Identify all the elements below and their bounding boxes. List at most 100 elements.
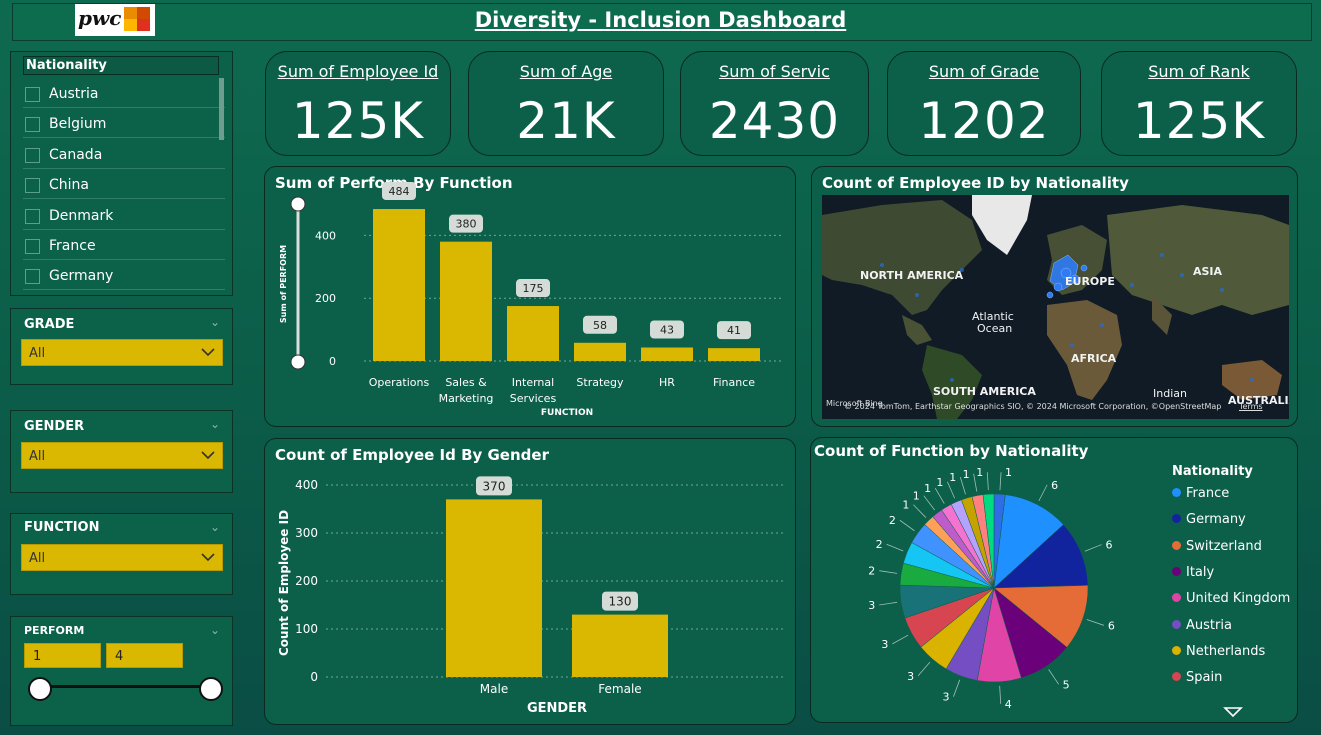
legend-scroll-down-icon[interactable] bbox=[1223, 703, 1243, 722]
pie-slice bbox=[993, 493, 1006, 589]
checkbox[interactable] bbox=[25, 239, 40, 254]
nationality-item[interactable]: Denmark bbox=[23, 200, 225, 230]
grade-filter-title: GRADE bbox=[24, 317, 75, 332]
chevron-down-icon bbox=[200, 548, 216, 570]
perform-min-input[interactable]: 1 bbox=[24, 643, 101, 668]
bar bbox=[641, 347, 693, 361]
pie-leader-line bbox=[886, 543, 904, 552]
chevron-down-icon[interactable]: ⌄ bbox=[209, 623, 220, 637]
map-label: SOUTH AMERICA bbox=[933, 385, 1036, 398]
legend-label: Spain bbox=[1186, 670, 1223, 686]
perform-slider-track[interactable] bbox=[39, 685, 211, 688]
perform-filter: PERFORM ⌄ 1 4 bbox=[10, 616, 233, 726]
chart-title: Count of Employee Id By Gender bbox=[275, 446, 549, 464]
pie-data-label: 1 bbox=[976, 466, 983, 479]
checkbox[interactable] bbox=[25, 269, 40, 285]
grade-dropdown[interactable]: All bbox=[21, 339, 223, 366]
data-label: 130 bbox=[609, 595, 632, 609]
checkbox[interactable] bbox=[25, 147, 40, 163]
bar bbox=[572, 614, 668, 677]
checkbox[interactable] bbox=[25, 208, 40, 224]
nationality-item[interactable]: Germany bbox=[23, 260, 225, 291]
checkbox[interactable] bbox=[25, 87, 40, 102]
gender-dropdown[interactable]: All bbox=[21, 442, 223, 469]
legend-item[interactable]: Switzerland bbox=[1172, 539, 1262, 554]
legend-item[interactable]: United Kingdom bbox=[1172, 591, 1290, 606]
legend-label: Switzerland bbox=[1186, 538, 1262, 554]
kpi-card-age: Sum of Age 21K bbox=[468, 51, 664, 156]
legend-item[interactable]: Netherlands bbox=[1172, 644, 1265, 659]
pie-leader-line bbox=[973, 473, 978, 492]
x-tick-label: Strategy bbox=[576, 376, 624, 389]
bing-logo: Microsoft Bing bbox=[826, 399, 883, 408]
bar bbox=[574, 342, 626, 361]
pie-data-label: 4 bbox=[1005, 698, 1012, 711]
nationality-item-label: Denmark bbox=[49, 207, 114, 224]
legend-item[interactable]: France bbox=[1172, 486, 1229, 501]
bar bbox=[507, 306, 559, 361]
grade-dropdown-value: All bbox=[29, 346, 46, 361]
x-tick-label: HR bbox=[659, 376, 675, 389]
data-label-box bbox=[583, 315, 617, 334]
pie-leader-line bbox=[923, 495, 935, 511]
nationality-scrollbar[interactable] bbox=[219, 78, 224, 140]
perform-max-input[interactable]: 4 bbox=[106, 643, 183, 668]
logo-text: pwc bbox=[78, 6, 122, 30]
map-label: EUROPE bbox=[1065, 275, 1115, 288]
nationality-item[interactable]: China bbox=[23, 169, 225, 200]
data-label-box bbox=[516, 279, 550, 298]
nationality-item-label: China bbox=[49, 177, 89, 194]
pie-slice bbox=[993, 494, 1064, 589]
function-dropdown[interactable]: All bbox=[21, 544, 223, 571]
pie-data-label: 2 bbox=[876, 538, 883, 551]
kpi-card-employee-id: Sum of Employee Id 125K bbox=[265, 51, 451, 156]
kpi-value: 125K bbox=[1132, 92, 1266, 150]
chevron-down-icon[interactable]: ⌄ bbox=[209, 315, 220, 329]
map-terms-link[interactable]: Terms bbox=[1239, 402, 1263, 411]
pie-legend-title: Nationality bbox=[1172, 464, 1253, 479]
kpi-value: 1202 bbox=[918, 92, 1050, 150]
nationality-item[interactable]: France bbox=[23, 230, 225, 260]
nationality-item[interactable]: Belgium bbox=[23, 108, 225, 139]
bar bbox=[440, 241, 492, 361]
data-label: 370 bbox=[483, 479, 506, 493]
kpi-label: Sum of Age bbox=[519, 62, 613, 81]
legend-label: Germany bbox=[1186, 512, 1246, 528]
perform-slider-max-handle[interactable] bbox=[199, 677, 223, 701]
pie-slice bbox=[993, 524, 1089, 589]
data-label-box bbox=[717, 321, 751, 340]
map-label: Ocean bbox=[977, 322, 1013, 335]
legend-item[interactable]: Austria bbox=[1172, 618, 1232, 633]
data-label: 58 bbox=[593, 319, 607, 332]
chevron-down-icon[interactable]: ⌄ bbox=[209, 417, 220, 431]
y-zoom-slider-handle-top bbox=[290, 196, 306, 212]
pie-data-label: 1 bbox=[1005, 466, 1012, 479]
header-bar bbox=[12, 3, 1312, 41]
data-label-box bbox=[650, 320, 684, 339]
perform-slider-min-handle[interactable] bbox=[28, 677, 52, 701]
chevron-down-icon[interactable]: ⌄ bbox=[209, 520, 220, 534]
legend-color-dot bbox=[1172, 619, 1181, 629]
x-tick-label: Services bbox=[510, 392, 557, 405]
pie-leader-line bbox=[1038, 484, 1048, 502]
legend-color-dot bbox=[1172, 645, 1181, 655]
pie-data-label: 2 bbox=[889, 514, 896, 527]
nationality-item[interactable]: Austria bbox=[23, 78, 225, 108]
checkbox[interactable] bbox=[25, 178, 40, 194]
checkbox[interactable] bbox=[25, 117, 40, 133]
world-map[interactable]: NORTH AMERICA EUROPE ASIA Atlantic Ocean… bbox=[822, 195, 1289, 419]
pie-leader-line bbox=[1084, 544, 1102, 552]
data-label: 484 bbox=[389, 185, 410, 198]
pwc-logo: pwc bbox=[75, 4, 155, 36]
legend-item[interactable]: Germany bbox=[1172, 512, 1246, 527]
pie-leader-line bbox=[1048, 669, 1059, 685]
nationality-item[interactable]: Canada bbox=[23, 139, 225, 169]
legend-item[interactable]: Spain bbox=[1172, 670, 1222, 685]
pie-leader-line bbox=[959, 476, 966, 495]
legend-label: Netherlands bbox=[1186, 643, 1266, 659]
nationality-item-label: Austria bbox=[49, 86, 99, 102]
data-label: 175 bbox=[523, 282, 544, 295]
legend-item[interactable]: Italy bbox=[1172, 565, 1214, 580]
map-label: AFRICA bbox=[1071, 352, 1117, 365]
